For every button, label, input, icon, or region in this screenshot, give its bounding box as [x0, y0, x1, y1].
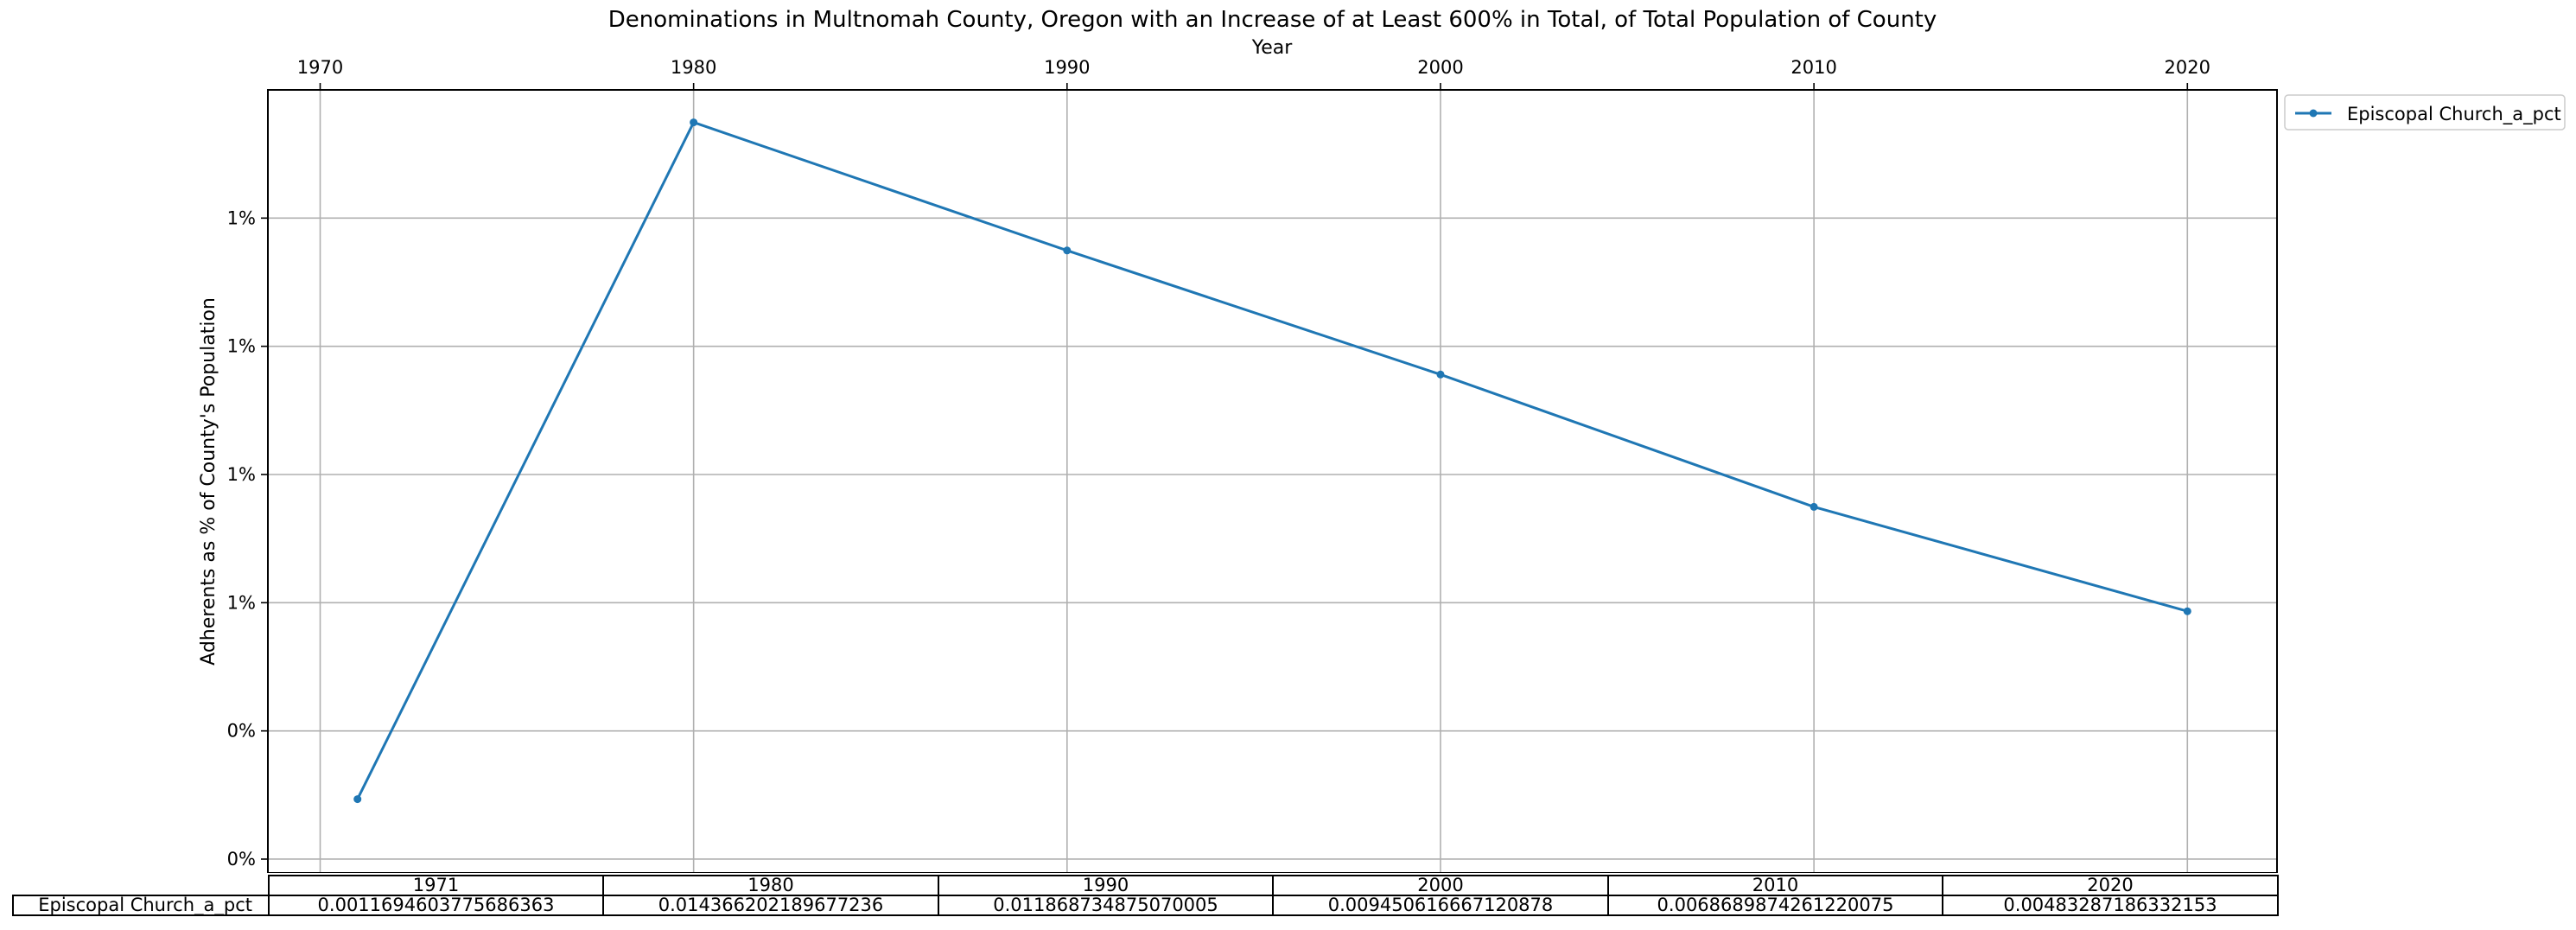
x-tick-label: 1970: [297, 57, 343, 78]
y-tick-label: 1%: [227, 464, 256, 485]
data-point: [353, 795, 362, 804]
x-tick-label: 2000: [1417, 57, 1463, 78]
data-table: 1971 1980 1990 2000 2010 2020 Episcopal …: [12, 875, 2279, 916]
data-point: [1436, 370, 1445, 379]
y-tick-label: 0%: [227, 849, 256, 869]
table-row: Episcopal Church_a_pct 0.001169460377568…: [12, 895, 2279, 916]
data-point: [690, 118, 698, 127]
table-column-header: 2000: [1272, 875, 1609, 896]
table-column-header: 2020: [1942, 875, 2279, 896]
data-point: [1810, 502, 1818, 511]
x-tick-label: 2020: [2165, 57, 2210, 78]
series-layer: [353, 118, 2191, 804]
table-column-header: 1980: [602, 875, 939, 896]
y-tick-label: 0%: [227, 721, 256, 742]
y-tick-label: 1%: [227, 207, 256, 228]
x-tick-label: 2010: [1790, 57, 1836, 78]
y-tick-label: 1%: [227, 592, 256, 613]
plot-frame: [267, 89, 2278, 873]
table-cell: 0.014366202189677236: [602, 895, 939, 916]
table-header-row: 1971 1980 1990 2000 2010 2020: [13, 875, 2279, 896]
x-axis-ticks: 1970 1980 1990 2000 2010 2020: [297, 57, 2210, 90]
table-column-header: 1990: [938, 875, 1274, 896]
grid-lines: [268, 90, 2277, 873]
table-cell: 0.0011694603775686363: [268, 895, 604, 916]
data-point: [1063, 246, 1072, 255]
table-column-header: 1971: [268, 875, 604, 896]
table-row-label: Episcopal Church_a_pct: [12, 895, 270, 916]
legend: Episcopal Church_a_pct: [2284, 94, 2566, 131]
x-axis-label: Year: [1251, 37, 1294, 59]
y-axis-label: Adherents as % of County's Population: [198, 297, 219, 666]
legend-marker-swatch: [2309, 109, 2318, 118]
x-tick-label: 1990: [1044, 57, 1090, 78]
line-chart: 1970 1980 1990 2000 2010 2020 0% 0% 1% 1% 1% 1% Ye…: [198, 37, 2566, 873]
table-column-header: 2010: [1607, 875, 1943, 896]
table-cell: 0.00483287186332153: [1942, 895, 2279, 916]
table-cell: 0.011868734875070005: [938, 895, 1274, 916]
y-tick-label: 1%: [227, 336, 256, 357]
data-point: [2183, 607, 2191, 615]
x-tick-label: 1980: [671, 57, 716, 78]
chart-title: Denominations in Multnomah County, Orego…: [607, 7, 1937, 33]
table-cell: 0.0068689874261220075: [1607, 895, 1943, 916]
legend-entry-label: Episcopal Church_a_pct: [2347, 104, 2561, 125]
legend-frame: [2284, 94, 2566, 131]
y-axis-ticks: 0% 0% 1% 1% 1% 1%: [227, 207, 268, 869]
series-line: [356, 121, 2188, 800]
table-cell: 0.009450616667120878: [1272, 895, 1609, 916]
table-corner-cell: [13, 876, 270, 896]
